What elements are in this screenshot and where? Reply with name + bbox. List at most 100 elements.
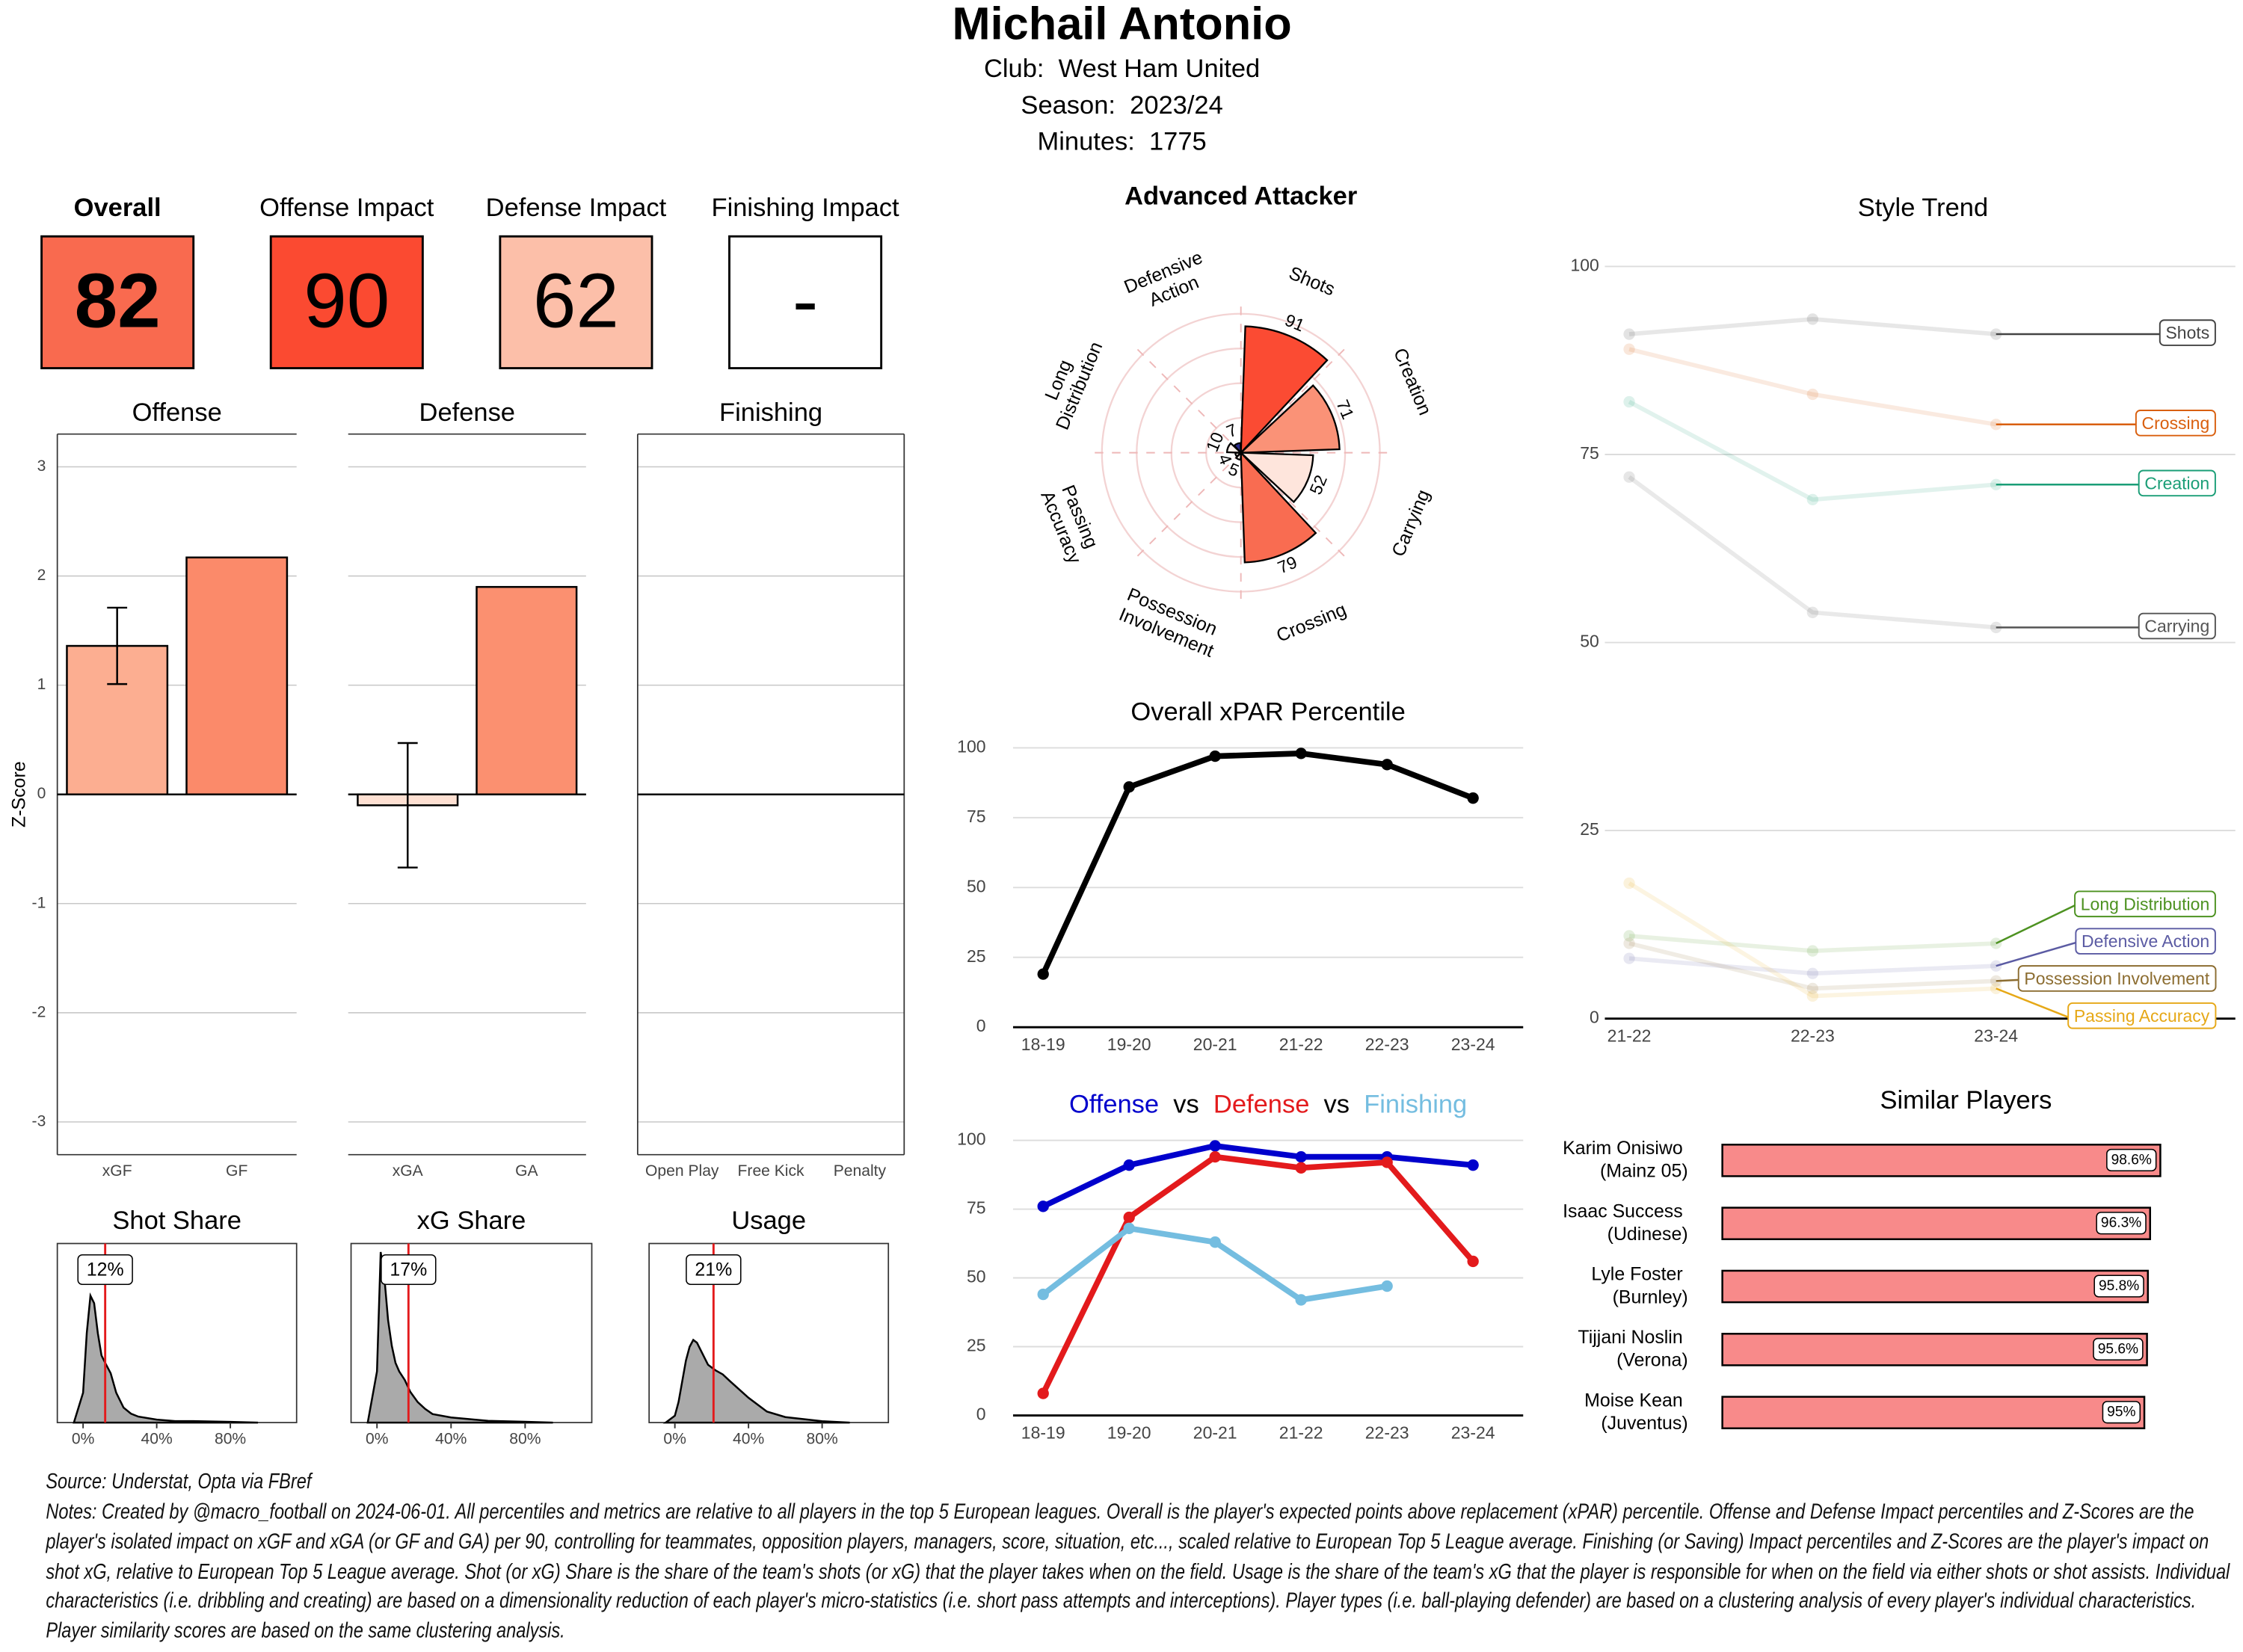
point bbox=[1209, 1150, 1221, 1163]
category-label: Possession Involvement bbox=[1116, 584, 1225, 662]
tile-label: Overall bbox=[74, 194, 161, 222]
x-tick-label: 23-24 bbox=[1974, 1026, 2018, 1046]
series-line bbox=[1628, 317, 1996, 336]
spoke bbox=[1136, 451, 1242, 558]
title-separator: vs bbox=[1324, 1091, 1350, 1119]
tile-box bbox=[40, 235, 195, 369]
x-tick-label: 40% bbox=[141, 1431, 173, 1448]
end-label-connector bbox=[1996, 978, 2019, 982]
y-tick-label: 75 bbox=[967, 1198, 986, 1218]
header-line: Season: 2023/24 bbox=[1021, 91, 1222, 120]
point bbox=[1123, 1222, 1135, 1234]
end-label-box bbox=[2067, 1002, 2217, 1029]
x-tick-label: 19-20 bbox=[1107, 1035, 1151, 1054]
y-tick-label: -3 bbox=[32, 1112, 46, 1129]
chart-title: Overall xPAR Percentile bbox=[1130, 698, 1405, 727]
point bbox=[1623, 395, 1635, 408]
point bbox=[1806, 967, 1819, 979]
y-tick-label: 25 bbox=[967, 1336, 986, 1355]
x-tick-label: 18-19 bbox=[1021, 1035, 1065, 1054]
series-line bbox=[1628, 881, 1996, 999]
player-name: Michail Antonio bbox=[953, 0, 1292, 49]
x-tick-label: xGA bbox=[393, 1162, 424, 1180]
end-label: Possession Involvement bbox=[2024, 969, 2209, 988]
end-label-connector bbox=[1996, 941, 2076, 967]
notes: Notes: Created by @macro_football on 202… bbox=[46, 1500, 2230, 1644]
polar-bar bbox=[1240, 450, 1317, 564]
point bbox=[1037, 1387, 1049, 1399]
polar-bar bbox=[1238, 383, 1341, 454]
marker-label: 12% bbox=[87, 1260, 124, 1280]
end-label-connector bbox=[1996, 904, 2076, 945]
category-label: Passing Accuracy bbox=[1037, 480, 1106, 567]
x-tick-label: xGF bbox=[102, 1162, 132, 1180]
chart-title: Advanced Attacker bbox=[1124, 182, 1357, 211]
y-tick-label: 50 bbox=[1580, 632, 1599, 651]
value-label: 98.6% bbox=[2111, 1152, 2152, 1168]
x-tick-label: 20-21 bbox=[1193, 1423, 1237, 1442]
x-tick-label: 23-24 bbox=[1451, 1423, 1495, 1442]
chart-title: Similar Players bbox=[1880, 1086, 2052, 1115]
density-curve bbox=[73, 1292, 259, 1424]
tile-value: 62 bbox=[533, 256, 619, 343]
series-line bbox=[1628, 475, 1996, 630]
end-label-box bbox=[2017, 965, 2217, 992]
polar-bar bbox=[1233, 442, 1242, 455]
chart-title: Style Trend bbox=[1858, 194, 1988, 222]
point bbox=[1037, 1288, 1049, 1301]
x-tick-label: 0% bbox=[72, 1431, 94, 1448]
error-bar bbox=[397, 742, 418, 869]
end-label-box bbox=[2074, 890, 2216, 918]
point bbox=[1623, 328, 1635, 340]
point bbox=[1467, 1159, 1479, 1171]
x-tick-label: Open Play bbox=[645, 1162, 719, 1180]
panel-title: xG Share bbox=[417, 1206, 526, 1235]
bar bbox=[476, 585, 578, 795]
end-label-box bbox=[2135, 410, 2216, 437]
point bbox=[1123, 781, 1135, 793]
x-tick-label: 0% bbox=[663, 1431, 686, 1448]
source: Source: Understat, Opta via FBref bbox=[46, 1470, 312, 1494]
value-label-box bbox=[2093, 1337, 2144, 1361]
point bbox=[1806, 388, 1819, 401]
category-label: Karim Onisiwo (Mainz 05) bbox=[1563, 1138, 1687, 1182]
point bbox=[1209, 750, 1221, 762]
x-tick-label: 19-20 bbox=[1107, 1423, 1151, 1442]
series-line bbox=[1628, 941, 1996, 991]
end-label-connector bbox=[1996, 987, 2069, 1018]
bar bbox=[1721, 1144, 2162, 1177]
panel-title: Shot Share bbox=[112, 1206, 241, 1235]
bar bbox=[1721, 1396, 2146, 1429]
point bbox=[1806, 945, 1819, 957]
marker-label: 17% bbox=[390, 1260, 427, 1280]
series-line bbox=[1041, 1143, 1474, 1209]
polar-bar bbox=[1238, 451, 1314, 504]
y-axis-label: Z-Score bbox=[8, 761, 29, 827]
x-tick-label: 40% bbox=[435, 1431, 467, 1448]
point bbox=[1623, 877, 1635, 890]
point bbox=[1806, 313, 1819, 325]
point bbox=[1037, 968, 1049, 980]
value-label: 91 bbox=[1282, 310, 1308, 336]
y-tick-label: 0 bbox=[976, 1016, 986, 1035]
y-tick-label: 100 bbox=[957, 736, 985, 756]
point bbox=[1806, 982, 1819, 995]
series-line bbox=[1628, 934, 1996, 953]
end-label: Long Distribution bbox=[2081, 894, 2209, 913]
legend-entry: Finishing bbox=[1364, 1091, 1467, 1119]
series-line bbox=[1040, 751, 1474, 976]
point bbox=[1623, 937, 1635, 949]
series-line bbox=[1628, 400, 1996, 502]
point bbox=[1295, 1294, 1307, 1306]
point bbox=[1623, 952, 1635, 964]
tile-label: Finishing Impact bbox=[712, 194, 899, 222]
category-label: Shots bbox=[1286, 262, 1338, 300]
y-tick-label: 75 bbox=[1580, 443, 1599, 463]
end-label: Defensive Action bbox=[2082, 931, 2209, 951]
end-label-box bbox=[2075, 928, 2216, 955]
y-tick-label: 100 bbox=[957, 1129, 985, 1149]
end-label-box bbox=[2138, 469, 2216, 497]
x-tick-label: 22-23 bbox=[1365, 1035, 1409, 1054]
end-label: Shots bbox=[2165, 323, 2209, 342]
category-label: Long Distribution bbox=[1032, 330, 1107, 433]
